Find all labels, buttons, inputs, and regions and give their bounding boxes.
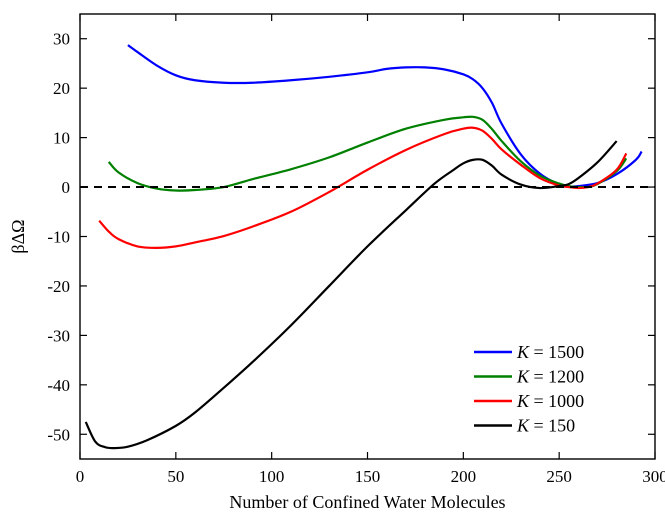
x-tick-label: 150 bbox=[355, 467, 381, 486]
legend-entry: K = 1200 bbox=[516, 367, 584, 387]
y-tick-label: -10 bbox=[47, 228, 70, 247]
legend-entry: K = 1500 bbox=[516, 342, 584, 362]
y-tick-label: -40 bbox=[47, 376, 70, 395]
series-line-2 bbox=[107, 115, 628, 192]
legend: K = 1500 K = 1200 K = 1000 K = 150 bbox=[474, 342, 584, 436]
y-tick-label: -20 bbox=[47, 277, 70, 296]
y-tick-label: 20 bbox=[53, 79, 70, 98]
x-tick-label: 300 bbox=[642, 467, 665, 486]
x-tick-label: 250 bbox=[546, 467, 572, 486]
series-lines bbox=[84, 44, 643, 450]
axis-ticks: 0 50 100 150 200 250 300 -50 -40 -30 -20 -10 0 10 20 30 bbox=[47, 14, 665, 486]
legend-entry: K = 150 bbox=[516, 416, 575, 436]
y-tick-label: 30 bbox=[53, 30, 70, 49]
x-axis-label: Number of Confined Water Molecules bbox=[229, 492, 505, 512]
x-tick-label: 100 bbox=[259, 467, 285, 486]
y-tick-label: 10 bbox=[53, 129, 70, 148]
x-tick-label: 50 bbox=[167, 467, 184, 486]
y-axis-label: βΔΩ bbox=[8, 219, 28, 253]
x-tick-label: 0 bbox=[76, 467, 85, 486]
y-tick-label: -50 bbox=[47, 425, 70, 444]
series-line-1 bbox=[127, 44, 643, 188]
series-line-4 bbox=[84, 140, 618, 450]
y-tick-label: -30 bbox=[47, 326, 70, 345]
legend-entry: K = 1000 bbox=[516, 391, 584, 411]
x-tick-label: 200 bbox=[451, 467, 477, 486]
y-tick-label: 0 bbox=[62, 178, 71, 197]
